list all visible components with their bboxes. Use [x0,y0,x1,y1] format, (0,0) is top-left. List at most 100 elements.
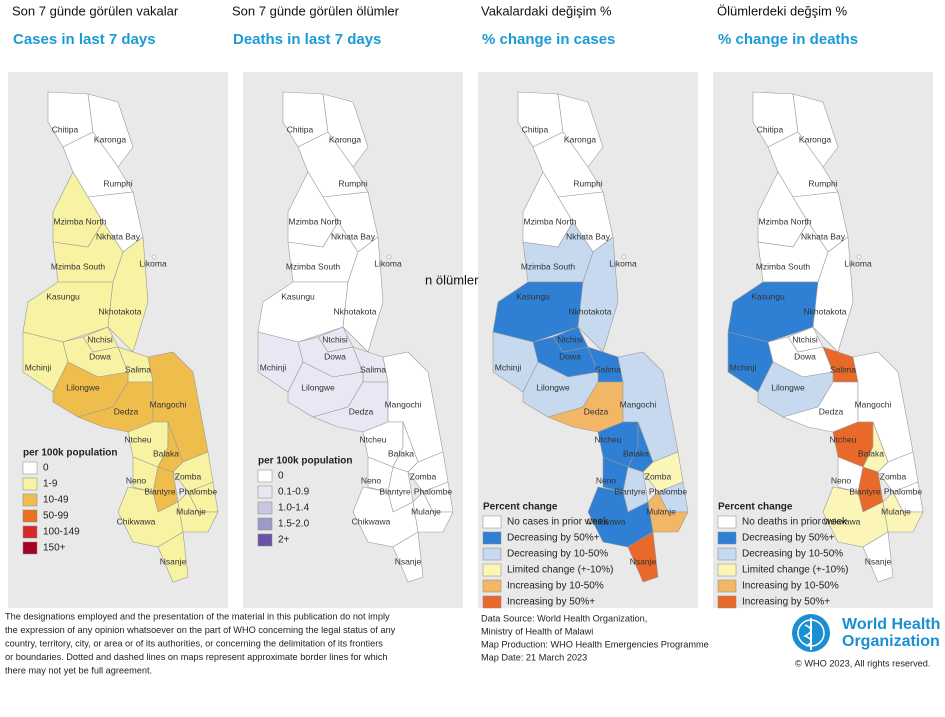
district-label: Nkhotakota [99,306,142,316]
legend-label: Increasing by 50%+ [507,597,595,608]
district-label: Salima [830,364,856,374]
district-label: Karonga [564,134,596,144]
district-label: Balaka [623,448,649,458]
legend-label: Limited change (+-10%) [507,565,613,576]
district [792,93,839,168]
legend-swatch [717,595,737,609]
district-label: Phalombe [179,486,218,496]
district [322,93,369,168]
legend-swatch [22,477,38,491]
legend-swatch [717,563,737,577]
district-label: Blantyre [849,486,880,496]
district-label: Mzimba North [289,216,342,226]
district-label: Nsanje [630,556,657,566]
district-label: Neno [126,475,147,485]
legend-swatch [257,501,273,515]
legend-swatch [22,509,38,523]
district-label: Dedza [114,406,139,416]
legend-swatch [482,547,502,561]
district-label: Nkhata Bay [801,231,846,241]
district-label: Kasungu [46,291,80,301]
district [557,93,604,168]
district-label: Mzimba North [54,216,107,226]
district-label: Rumphi [808,178,837,188]
district-label: Ntchisi [322,334,348,344]
legend-label: Decreasing by 50%+ [507,533,600,544]
district-label: Mulanje [881,506,911,516]
copyright: © WHO 2023, All rights reserved. [795,658,930,668]
district-label: Chitipa [287,124,314,134]
district-label: Ntchisi [792,334,818,344]
district-label: Mchinji [25,362,52,372]
district-label: Mzimba South [521,261,576,271]
panel-title: Cases in last 7 days [13,31,156,48]
disclaimer-line: or boundaries. Dotted and dashed lines o… [5,652,388,662]
legend-swatch [257,517,273,531]
district-label: Dedza [349,406,374,416]
district-label: Nkhata Bay [566,231,611,241]
district-label: Mchinji [730,362,757,372]
district-label: Mchinji [495,362,522,372]
district-label: Neno [361,475,382,485]
district [87,93,134,168]
source-line: Map Date: 21 March 2023 [481,652,587,662]
legend-swatch [22,525,38,539]
map-panel: Ölümlerdeki değşim % % change in deaths Ch… [713,3,933,609]
footer: The designations employed and the presen… [5,611,709,675]
legend-label: 1.5-2.0 [278,519,310,530]
district-label: Zomba [880,471,907,481]
district-label: Nkhata Bay [96,231,141,241]
legend-label: 100-149 [43,527,80,538]
district-label: Ntcheu [125,434,152,444]
district [862,531,894,583]
disclaimer-line: country, territory, city, or area or of … [5,638,383,648]
district [621,254,627,260]
legend-swatch [257,485,273,499]
district [172,451,214,493]
district-label: Zomba [410,471,437,481]
district-label: Neno [831,475,852,485]
legend-title: Percent change [718,502,793,513]
panel-title: % change in cases [482,31,615,48]
legend-swatch [22,461,38,475]
district-label: Balaka [153,448,179,458]
district-label: Mulanje [646,506,676,516]
legend-label: No cases in prior week [507,517,609,528]
district-label: Kasungu [516,291,550,301]
district-label: Mzimba North [524,216,577,226]
district-label: Karonga [94,134,126,144]
district [627,531,659,583]
source-line: Ministry of Health of Malawi [481,626,593,636]
legend-swatch [717,579,737,593]
map-panel: Son 7 günde görülen vakalar Cases in last… [8,3,228,608]
district-label: Salima [360,364,386,374]
district [407,451,449,493]
district-label: Mchinji [260,362,287,372]
district-label: Dowa [324,351,346,361]
district-label: Lilongwe [66,382,100,392]
district-label: Ntchisi [87,334,113,344]
district [151,254,157,260]
legend-label: 0.1-0.9 [278,487,310,498]
district-label: Dowa [89,351,111,361]
legend-swatch [717,547,737,561]
legend-label: 150+ [43,543,66,554]
district-label: Nkhotakota [804,306,847,316]
legend-swatch [482,595,502,609]
district-label: Blantyre [379,486,410,496]
district-label: Mzimba North [759,216,812,226]
district-label: Mulanje [176,506,206,516]
logo-text: World Health [842,616,940,633]
district-label: Neno [596,475,617,485]
logo-text: Organization [842,633,940,650]
district-label: Salima [125,364,151,374]
district-label: Chitipa [522,124,549,134]
district-label: Mangochi [620,399,657,409]
district-label: Blantyre [614,486,645,496]
panel-header: Son 7 günde görülen ölümler [232,3,400,18]
district-label: Ntcheu [830,434,857,444]
district-label: Dowa [559,351,581,361]
district-label: Dowa [794,351,816,361]
map-panel: Vakalardaki değişim % % change in cases Ch… [478,3,698,609]
district [386,254,392,260]
